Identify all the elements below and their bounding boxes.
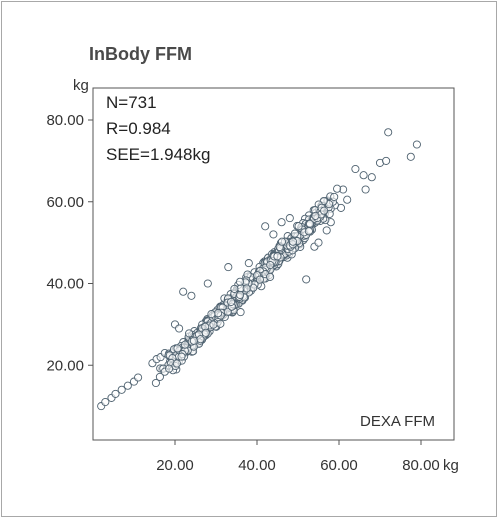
data-point — [244, 259, 253, 268]
data-point — [177, 352, 186, 361]
plot-area — [92, 87, 455, 441]
data-point — [382, 156, 391, 165]
data-point — [266, 260, 275, 270]
y-tick-label: 80.00 — [46, 112, 84, 129]
data-point — [214, 309, 223, 318]
data-point — [384, 128, 393, 137]
x-tick-label: 40.00 — [238, 457, 276, 474]
data-point — [305, 219, 315, 228]
stat-r: R=0.984 — [106, 119, 171, 138]
data-point — [412, 140, 421, 149]
data-point — [236, 290, 245, 299]
data-point — [351, 164, 360, 174]
data-point — [273, 252, 282, 261]
data-point — [175, 324, 184, 333]
y-unit-label: kg — [73, 77, 89, 94]
data-point — [290, 229, 299, 238]
data-point — [359, 171, 368, 180]
data-point — [288, 237, 298, 246]
data-point — [333, 184, 342, 193]
data-point — [314, 238, 323, 247]
data-point — [261, 222, 270, 231]
data-point — [361, 185, 370, 194]
data-point — [151, 378, 160, 388]
data-point — [277, 237, 287, 246]
data-point — [304, 227, 313, 236]
data-point — [155, 372, 164, 381]
data-point — [285, 214, 294, 223]
data-point — [236, 308, 245, 317]
data-point — [294, 222, 303, 231]
data-point — [179, 287, 188, 296]
data-point — [101, 397, 110, 407]
x-tick-label: 60.00 — [320, 457, 358, 474]
data-point — [224, 263, 233, 272]
data-point — [111, 389, 120, 398]
data-point — [180, 340, 190, 349]
data-point — [230, 284, 239, 293]
x-tick-label: 20.00 — [156, 457, 194, 474]
data-point — [209, 320, 218, 329]
x-axis-label: DEXA FFM — [360, 413, 435, 430]
data-point — [189, 336, 198, 345]
data-point — [255, 275, 264, 284]
data-point — [367, 173, 376, 182]
data-point — [173, 344, 182, 353]
stat-n: N=731 — [106, 93, 157, 112]
stats-box: N=731 R=0.984 SEE=1.948kg — [106, 93, 210, 164]
stat-see: SEE=1.948kg — [106, 145, 210, 164]
data-point — [311, 211, 320, 220]
chart-title: InBody FFM — [89, 44, 192, 64]
y-axis: 20.00 40.00 60.00 80.00 — [46, 112, 93, 374]
data-point — [406, 152, 415, 161]
data-point — [172, 359, 181, 368]
x-unit-label: kg — [443, 457, 459, 474]
data-point — [134, 373, 143, 382]
data-point — [269, 230, 278, 239]
data-point — [196, 335, 205, 344]
data-point — [123, 381, 132, 390]
y-tick-label: 60.00 — [46, 194, 84, 211]
data-point — [320, 206, 329, 215]
data-point — [322, 226, 331, 235]
y-tick-label: 20.00 — [46, 357, 84, 374]
data-point — [216, 319, 225, 328]
data-point — [266, 272, 275, 281]
data-point — [302, 275, 311, 284]
data-point — [117, 385, 126, 394]
data-point — [235, 277, 245, 286]
data-point — [330, 192, 339, 201]
data-point — [203, 279, 212, 288]
data-point — [242, 284, 251, 293]
data-point — [227, 297, 236, 306]
data-point — [207, 310, 216, 319]
data-point — [187, 291, 196, 300]
y-tick-label: 40.00 — [46, 276, 84, 293]
data-point — [277, 218, 286, 227]
data-point — [343, 195, 352, 204]
scatter-points — [97, 128, 421, 411]
data-point — [185, 329, 194, 338]
x-axis: 20.00 40.00 60.00 80.00 — [156, 440, 440, 474]
x-tick-label: 80.00 — [402, 457, 440, 474]
data-point — [201, 328, 210, 337]
